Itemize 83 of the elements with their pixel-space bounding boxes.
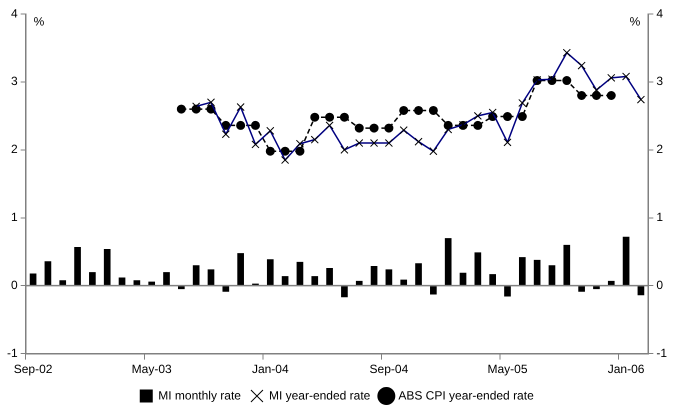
bar bbox=[518, 257, 526, 286]
point bbox=[384, 124, 394, 133]
y2-tick-label: 2 bbox=[656, 142, 664, 156]
point bbox=[176, 104, 186, 114]
bar bbox=[474, 252, 482, 286]
bar bbox=[548, 265, 556, 286]
point bbox=[577, 91, 586, 100]
bar bbox=[89, 272, 96, 286]
bar bbox=[296, 262, 304, 286]
y2-tick-label: 3 bbox=[656, 74, 664, 88]
y-tick-label: 2 bbox=[10, 142, 18, 156]
bar bbox=[370, 266, 378, 286]
bar bbox=[118, 278, 126, 286]
x-tick-label: May-05 bbox=[487, 362, 528, 376]
point bbox=[399, 106, 408, 115]
legend-label: ABS CPI year-ended rate bbox=[398, 388, 534, 402]
y-tick-label: 3 bbox=[10, 74, 18, 88]
x-tick-label: Jan-06 bbox=[608, 362, 645, 376]
point bbox=[250, 120, 260, 130]
bar bbox=[326, 268, 333, 286]
bar bbox=[208, 269, 214, 286]
point bbox=[325, 112, 334, 122]
point bbox=[280, 146, 290, 156]
point bbox=[295, 146, 304, 156]
bar bbox=[638, 286, 644, 296]
bar bbox=[534, 260, 540, 286]
point bbox=[473, 120, 482, 130]
bar bbox=[563, 244, 570, 286]
y-tick-label: 4 bbox=[10, 6, 18, 20]
bar bbox=[222, 286, 230, 292]
point bbox=[502, 112, 512, 122]
point bbox=[340, 112, 349, 122]
y2-tick-label: 4 bbox=[656, 6, 664, 20]
point bbox=[562, 76, 572, 86]
legend-label: MI monthly rate bbox=[158, 388, 242, 402]
y2-tick-label: 1 bbox=[656, 210, 664, 224]
legend-label: MI year-ended rate bbox=[268, 388, 371, 402]
bar bbox=[282, 276, 288, 286]
x-tick-label: Jan-04 bbox=[252, 362, 289, 376]
x-tick-label: Sep-04 bbox=[370, 362, 409, 376]
bar bbox=[444, 238, 452, 286]
point bbox=[354, 124, 364, 133]
y-axis-title: % bbox=[34, 14, 45, 28]
bar bbox=[311, 276, 318, 286]
y2-tick-label: -1 bbox=[656, 346, 668, 360]
point bbox=[606, 91, 616, 100]
bar bbox=[44, 261, 52, 286]
bar bbox=[608, 280, 615, 286]
bar bbox=[489, 274, 496, 286]
point bbox=[310, 112, 320, 122]
point bbox=[518, 112, 527, 122]
bar bbox=[578, 286, 585, 292]
bar bbox=[192, 265, 200, 286]
bar bbox=[237, 253, 244, 286]
x-tick-label: Sep-02 bbox=[14, 362, 53, 376]
y2-axis-title: % bbox=[630, 14, 641, 28]
bar bbox=[148, 282, 156, 286]
bar bbox=[74, 246, 81, 286]
y-tick-label: 1 bbox=[10, 210, 18, 224]
point bbox=[370, 124, 379, 133]
bar bbox=[356, 280, 363, 286]
bar bbox=[341, 286, 348, 298]
point bbox=[428, 106, 438, 115]
bar bbox=[59, 280, 66, 286]
bar bbox=[504, 286, 511, 297]
bar bbox=[104, 249, 111, 286]
bar bbox=[386, 269, 392, 286]
bar bbox=[163, 272, 170, 286]
bar bbox=[134, 280, 140, 286]
y2-tick-label: 0 bbox=[656, 278, 664, 292]
bar bbox=[400, 280, 408, 286]
bar bbox=[622, 236, 630, 286]
x-tick-label: May-03 bbox=[132, 362, 172, 376]
bar bbox=[460, 272, 466, 286]
bar bbox=[30, 273, 36, 286]
bar bbox=[430, 286, 437, 295]
point bbox=[414, 106, 424, 115]
bar bbox=[415, 263, 422, 286]
point bbox=[236, 120, 246, 130]
bar bbox=[266, 259, 274, 286]
y-tick-label: 0 bbox=[10, 278, 18, 292]
y-tick-label: -1 bbox=[7, 346, 18, 360]
point bbox=[266, 146, 275, 156]
